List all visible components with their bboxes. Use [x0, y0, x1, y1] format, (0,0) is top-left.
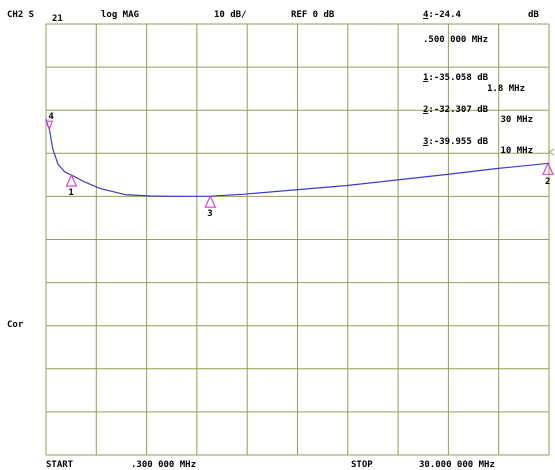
marker-2-triangle: [542, 161, 554, 175]
reference-label: REF 0 dB: [291, 10, 335, 20]
correction-label: Cor: [7, 320, 24, 330]
marker-4-frequency: .500 000 MHz: [423, 35, 488, 45]
marker-1: 1: [65, 173, 78, 198]
active-marker-value: -24.4: [434, 10, 462, 20]
marker-2: 2: [542, 161, 554, 187]
active-marker-id: 4: [423, 10, 429, 20]
marker-3-readout-id: 3: [423, 137, 428, 147]
marker-2-readout-id: 2: [423, 105, 428, 115]
parameter-subscript: 21: [52, 14, 63, 24]
graticule: [45, 23, 550, 456]
marker-3-readout: 3:-39.955 dB: [423, 137, 489, 147]
marker-1-readout-id: 1: [423, 73, 428, 83]
markers: 1 2 3 4: [45, 112, 554, 219]
marker-1-label: 1: [68, 188, 73, 198]
marker-1-readout: 1:-35.058 dB: [423, 73, 489, 83]
marker-4-label: 4: [48, 112, 54, 122]
marker-1-readout-frequency: 1.8 MHz: [487, 84, 525, 94]
marker-3-triangle: [204, 194, 217, 208]
start-label: START: [46, 460, 74, 470]
marker-4: 4: [45, 112, 54, 131]
marker-3-label: 3: [207, 209, 212, 219]
marker-3-readout-frequency: 10 MHz: [500, 146, 533, 156]
start-frequency: .300 000 MHz: [131, 460, 196, 470]
marker-2-readout-value: -32.307 dB: [434, 105, 489, 115]
marker-4-triangle: [45, 120, 54, 131]
marker-1-triangle: [65, 173, 78, 187]
format-label: log MAG: [101, 10, 139, 20]
marker-2-readout-frequency: 30 MHz: [500, 115, 533, 125]
active-marker-label: 4:-24.4: [423, 10, 462, 20]
reference-position-arrow: [548, 148, 555, 156]
unit-label: dB: [528, 10, 539, 20]
trace-line: [45, 118, 550, 198]
marker-2-label: 2: [545, 177, 550, 187]
marker-3-readout-value: -39.955 dB: [434, 137, 489, 147]
marker-2-readout: 2:-32.307 dB: [423, 105, 489, 115]
channel-label: CH2 S: [7, 10, 34, 20]
stop-frequency: 30.000 000 MHz: [419, 460, 495, 470]
marker-1-readout-value: -35.058 dB: [434, 73, 489, 83]
marker-3: 3: [204, 194, 217, 219]
stop-label: STOP: [351, 460, 373, 470]
scale-label: 10 dB/: [214, 10, 247, 20]
